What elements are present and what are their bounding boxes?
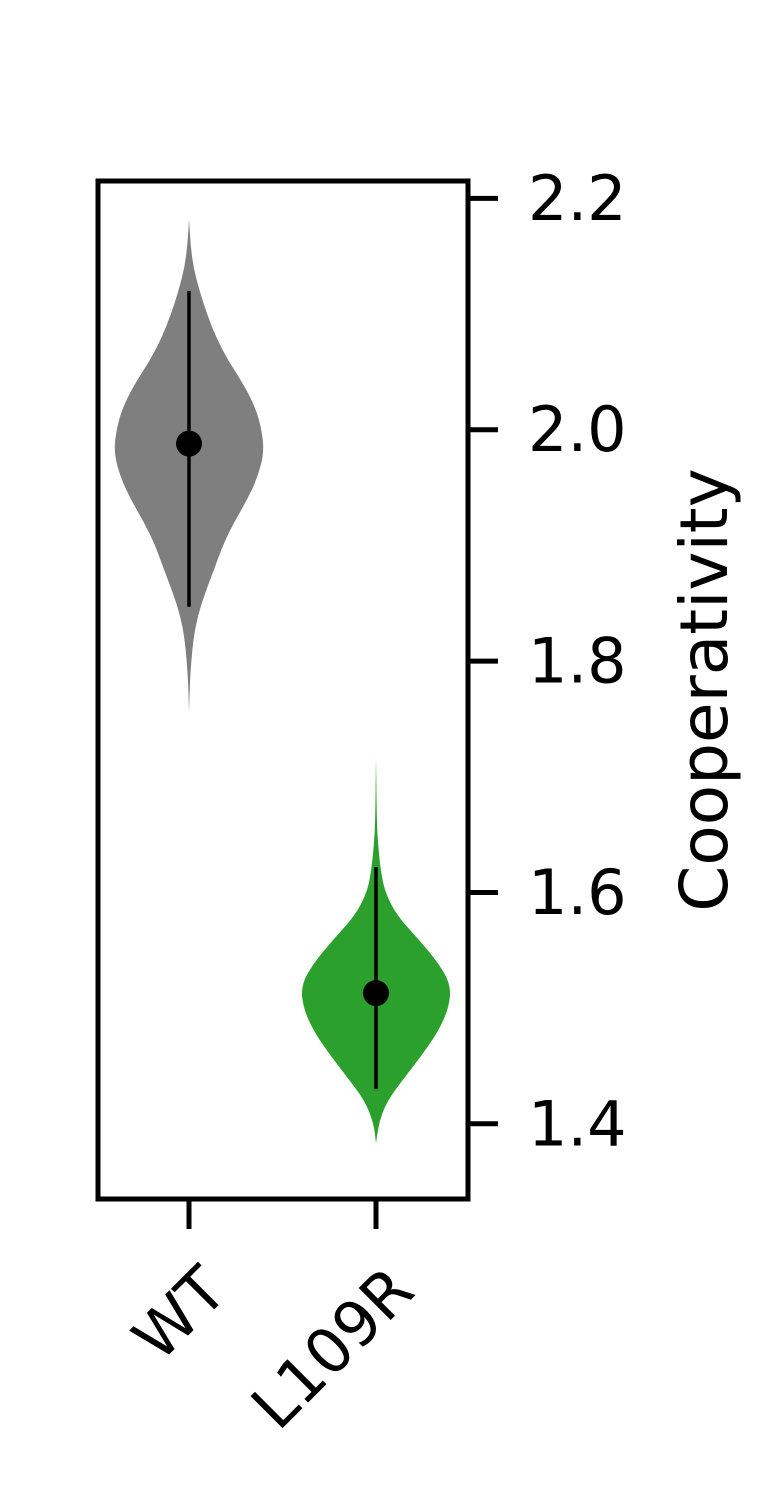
y-tick-label: 1.4: [528, 1087, 627, 1160]
violins-layer: [114, 219, 451, 1144]
x-tick-label: L109R: [237, 1253, 427, 1443]
y-tick-label: 2.2: [528, 162, 627, 235]
y-axis: 1.4 1.6 1.8 2.0 2.2: [468, 162, 627, 1160]
center-point-l109r: [363, 980, 389, 1007]
y-axis-title: Cooperativity: [666, 468, 743, 911]
plot-frame: [95, 178, 471, 1202]
y-tick-label: 1.6: [528, 856, 627, 929]
y-tick-label: 2.0: [528, 393, 627, 466]
y-tick-label: 1.8: [528, 625, 627, 698]
center-point-wt: [176, 430, 202, 457]
x-tick-label: WT: [119, 1252, 242, 1375]
